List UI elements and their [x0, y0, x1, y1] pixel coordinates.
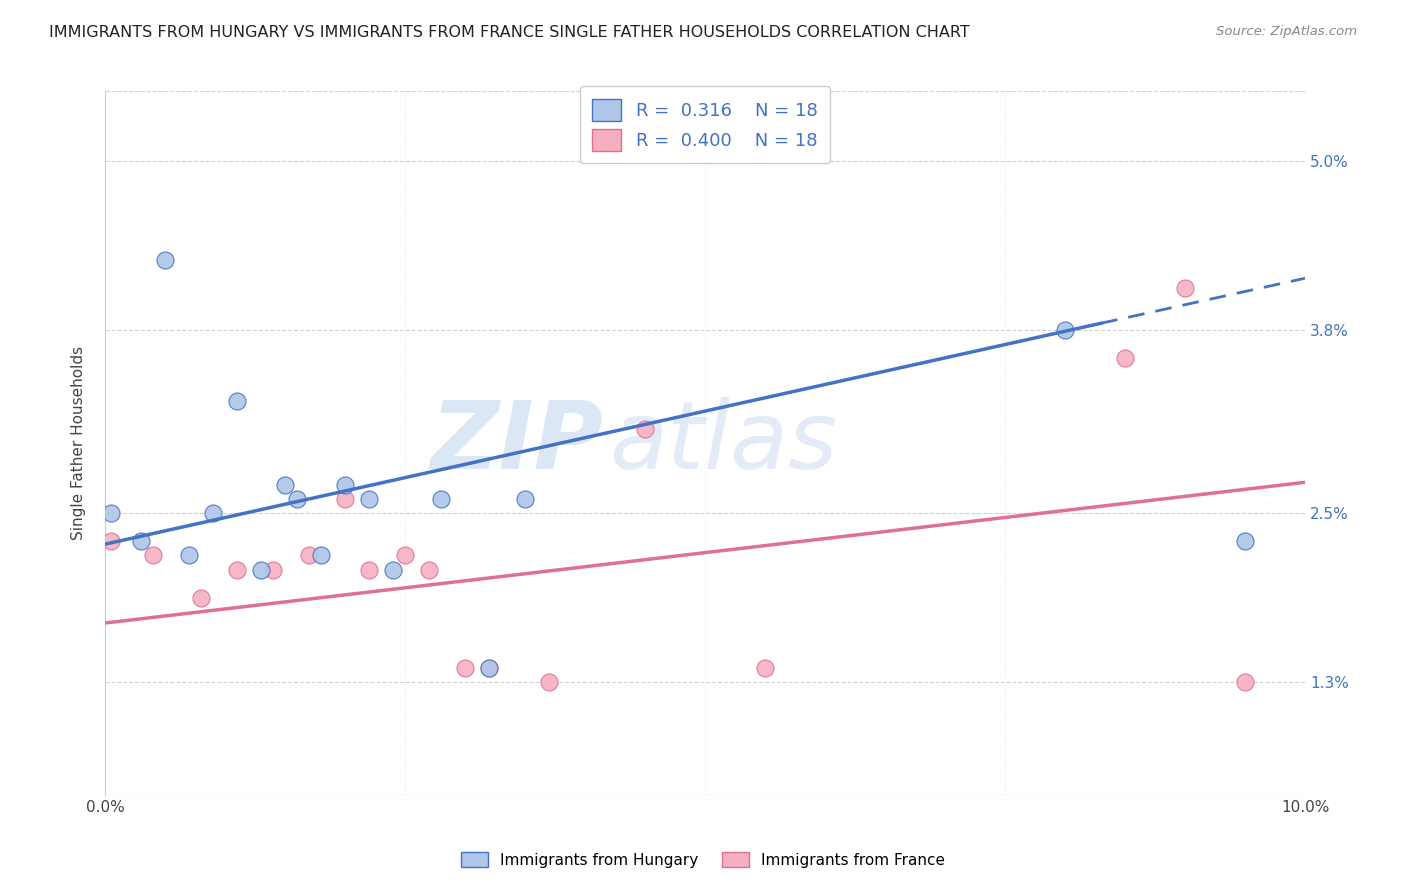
Point: [513, 492, 536, 507]
Point: [142, 549, 165, 563]
Text: Source: ZipAtlas.com: Source: ZipAtlas.com: [1216, 25, 1357, 38]
Y-axis label: Single Father Households: Single Father Households: [72, 346, 86, 540]
Point: [478, 661, 501, 675]
Point: [226, 393, 249, 408]
Point: [190, 591, 212, 605]
Legend: R =  0.316    N = 18, R =  0.400    N = 18: R = 0.316 N = 18, R = 0.400 N = 18: [579, 86, 830, 163]
Point: [357, 562, 380, 576]
Point: [129, 534, 152, 549]
Point: [309, 549, 332, 563]
Text: IMMIGRANTS FROM HUNGARY VS IMMIGRANTS FROM FRANCE SINGLE FATHER HOUSEHOLDS CORRE: IMMIGRANTS FROM HUNGARY VS IMMIGRANTS FR…: [49, 25, 970, 40]
Point: [430, 492, 453, 507]
Point: [100, 534, 122, 549]
Point: [357, 492, 380, 507]
Point: [454, 661, 477, 675]
Point: [250, 562, 273, 576]
Point: [262, 562, 284, 576]
Point: [201, 506, 224, 520]
Text: ZIP: ZIP: [430, 397, 603, 489]
Point: [226, 562, 249, 576]
Point: [298, 549, 321, 563]
Text: atlas: atlas: [609, 397, 838, 489]
Point: [1234, 675, 1257, 690]
Point: [394, 549, 416, 563]
Point: [153, 252, 176, 267]
Point: [1174, 281, 1197, 295]
Point: [100, 506, 122, 520]
Point: [1114, 351, 1136, 366]
Point: [634, 422, 657, 436]
Point: [1234, 534, 1257, 549]
Point: [1054, 323, 1077, 337]
Point: [478, 661, 501, 675]
Point: [382, 562, 405, 576]
Point: [333, 478, 356, 492]
Point: [754, 661, 776, 675]
Point: [537, 675, 560, 690]
Point: [418, 562, 440, 576]
Point: [274, 478, 297, 492]
Point: [177, 549, 200, 563]
Point: [285, 492, 308, 507]
Point: [333, 492, 356, 507]
Legend: Immigrants from Hungary, Immigrants from France: Immigrants from Hungary, Immigrants from…: [454, 846, 952, 873]
